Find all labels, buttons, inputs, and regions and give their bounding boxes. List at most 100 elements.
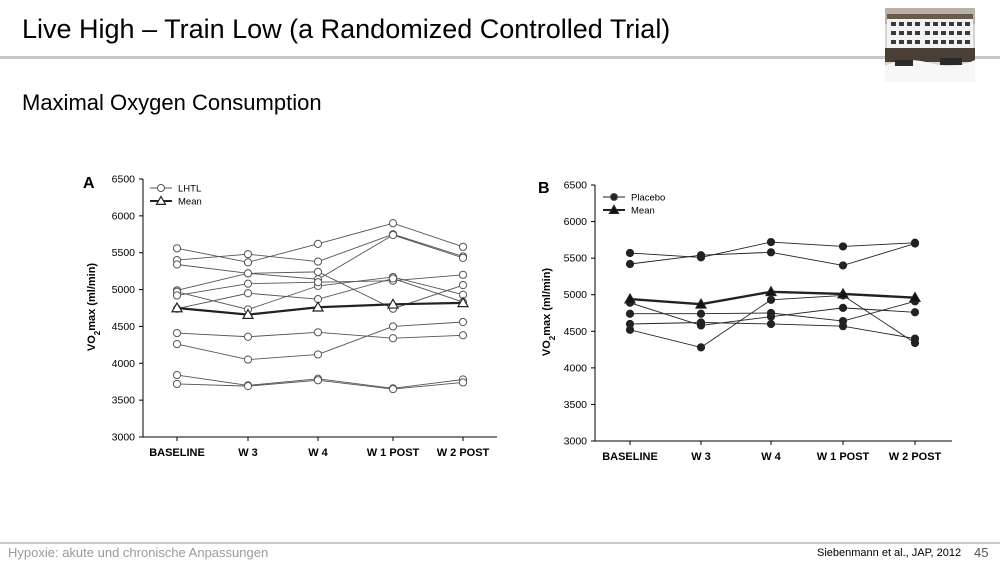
data-point: [766, 319, 776, 329]
y-tick-label: 6000: [564, 216, 588, 228]
data-point: [388, 219, 398, 228]
data-point: [243, 279, 253, 288]
series-mean: [170, 296, 470, 319]
data-point: [458, 242, 468, 251]
slide-subtitle: Maximal Oxygen Consumption: [22, 90, 322, 115]
x-tick-label: W 1 POST: [367, 447, 420, 459]
chart-legend: Placebo Mean: [603, 193, 665, 217]
data-point: [313, 350, 323, 359]
legend-label: Mean: [178, 197, 202, 208]
data-point: [172, 260, 182, 269]
data-point: [458, 281, 468, 290]
y-tick-label: 5500: [112, 247, 136, 259]
data-point: [910, 308, 920, 317]
data-point: [388, 322, 398, 331]
data-point: [243, 269, 253, 278]
data-point: [388, 334, 398, 343]
x-tick-label: W 3: [691, 451, 711, 463]
data-point: [910, 239, 920, 248]
data-point: [313, 278, 323, 287]
data-point: [458, 331, 468, 340]
data-point: [766, 295, 776, 304]
mean-triangle-marker: [241, 308, 255, 319]
data-point: [172, 328, 182, 338]
mean-triangle-marker: [764, 285, 778, 297]
data-point: [243, 258, 253, 267]
y-tick-label: 3000: [112, 432, 136, 444]
data-point: [243, 250, 253, 259]
series-line: [176, 233, 464, 263]
y-tick-label: 6500: [564, 180, 588, 192]
y-axis-label: VO2max (ml/min): [86, 263, 102, 352]
legend-label: Placebo: [631, 193, 665, 204]
y-tick-label: 4000: [564, 362, 588, 374]
data-point: [172, 244, 182, 253]
legend-circle-marker: [157, 184, 165, 192]
series-individual: [172, 219, 468, 267]
data-point: [696, 343, 706, 352]
mean-triangle-marker: [694, 298, 708, 309]
x-tick-label: W 3: [238, 447, 258, 459]
x-tick-label: W 1 POST: [817, 451, 870, 463]
data-point: [696, 318, 706, 327]
legend-triangle-marker: [608, 204, 620, 214]
data-point: [838, 261, 848, 270]
data-point: [458, 378, 468, 387]
mean-triangle-marker: [311, 301, 325, 312]
y-tick-label: 4500: [564, 326, 588, 338]
mean-triangle-marker: [908, 291, 922, 302]
data-point: [313, 328, 323, 337]
data-point: [625, 325, 635, 334]
hotel-photo: [885, 8, 975, 82]
footer-citation: Siebenmann et al., JAP, 2012: [817, 547, 962, 559]
data-point: [766, 248, 776, 257]
x-tick-label: W 2 POST: [889, 451, 942, 463]
x-tick-label: BASELINE: [602, 451, 658, 463]
data-point: [766, 308, 776, 318]
data-point: [838, 303, 848, 312]
mean-triangle-marker: [386, 298, 400, 309]
y-tick-label: 6000: [112, 210, 136, 222]
series-individual: [172, 376, 468, 394]
y-tick-label: 3500: [112, 395, 136, 407]
series-individual: [172, 328, 468, 343]
chart-panel-b: 3000 3500 4000 4500 5000 5500 6000 6500 BASELINE…: [538, 180, 952, 463]
mean-triangle-marker: [836, 287, 850, 299]
series-individual: [625, 318, 920, 343]
data-point: [388, 230, 398, 240]
data-point: [313, 267, 323, 276]
x-tick-label: BASELINE: [149, 447, 205, 459]
y-tick-label: 3500: [564, 399, 588, 411]
legend-triangle-marker: [155, 195, 167, 205]
series-individual: [172, 317, 468, 364]
data-point: [313, 257, 323, 266]
data-point: [458, 270, 468, 279]
footer-divider: [0, 542, 1000, 544]
data-point: [910, 338, 920, 348]
x-tick-label: W 4: [761, 451, 781, 463]
data-point: [766, 237, 776, 247]
data-point: [625, 259, 635, 269]
data-point: [458, 317, 468, 327]
series-individual: [625, 239, 920, 270]
legend-circle-marker: [610, 193, 618, 201]
y-tick-label: 3000: [564, 436, 588, 448]
y-tick-label: 4000: [112, 358, 136, 370]
page-number: 45: [974, 545, 989, 560]
panel-label: A: [83, 175, 95, 192]
data-point: [243, 289, 253, 298]
data-point: [458, 253, 468, 262]
y-tick-label: 5500: [564, 253, 588, 265]
chart-panel-a: 3000 3500 4000 4500 5000 5500 6000 6500 BASELINE…: [83, 174, 497, 459]
y-tick-label: 4500: [112, 321, 136, 333]
data-point: [172, 291, 182, 300]
y-tick-label: 5000: [112, 284, 136, 296]
panel-label: B: [538, 180, 550, 197]
x-tick-label: W 2 POST: [437, 447, 490, 459]
title-divider: [0, 56, 1000, 59]
series-mean: [623, 285, 922, 309]
legend-label: Mean: [631, 206, 655, 217]
data-point: [388, 384, 398, 394]
mean-triangle-marker: [456, 296, 470, 308]
